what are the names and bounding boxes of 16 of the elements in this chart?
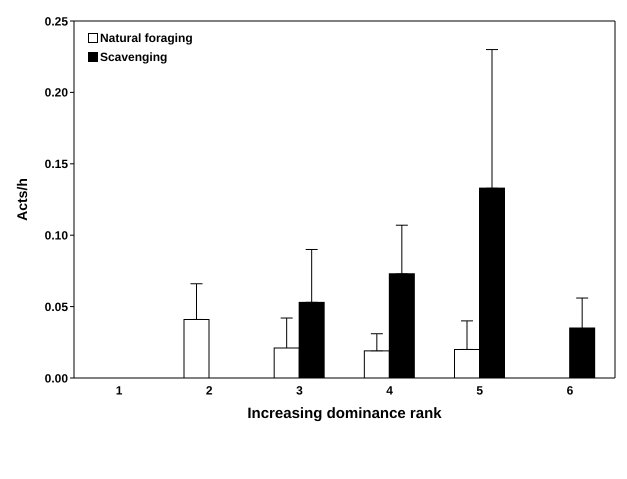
y-tick-label: 0.10 [44, 228, 68, 242]
x-tick-label: 1 [116, 384, 123, 398]
x-tick-label: 5 [476, 384, 484, 398]
y-tick-label: 0.00 [44, 371, 68, 386]
legend-label: Scavenging [100, 50, 168, 64]
x-tick-label: 2 [206, 384, 213, 398]
x-tick-label: 3 [296, 384, 304, 398]
x-tick-label: 6 [566, 384, 574, 398]
y-tick-label: 0.20 [44, 86, 68, 100]
legend-label: Natural foraging [100, 30, 193, 44]
y-tick-label: 0.25 [44, 14, 68, 28]
x-tick-label: 4 [386, 384, 394, 398]
x-axis-title: Increasing dominance rank [247, 405, 442, 422]
y-axis-title: Acts/h [14, 178, 30, 221]
y-tick-label: 0.15 [44, 157, 68, 172]
y-tick-label: 0.05 [44, 300, 68, 314]
